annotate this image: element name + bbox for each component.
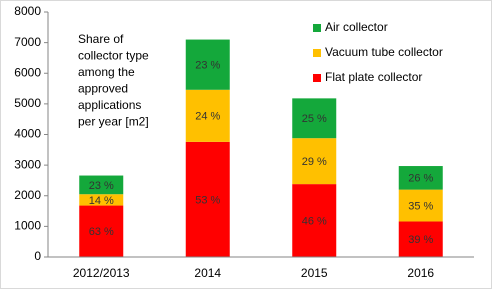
share-label: 35 %	[408, 200, 433, 212]
annotation: approved	[78, 82, 128, 96]
share-label: 39 %	[408, 234, 433, 246]
bar-segment	[292, 98, 337, 139]
bar-segment	[79, 194, 124, 206]
bar-segment	[185, 39, 230, 90]
x-tick-label: 2014	[194, 266, 221, 280]
share-label: 23 %	[89, 180, 114, 192]
bar-segment	[185, 141, 230, 257]
y-tick-label: 2000	[14, 188, 41, 202]
legend-label: Flat plate collector	[325, 70, 422, 84]
annotation: per year [m2]	[78, 115, 149, 129]
y-tick-label: 3000	[14, 157, 41, 171]
y-tick-label: 8000	[14, 4, 41, 18]
legend-swatch	[313, 49, 321, 57]
bar-segment	[398, 166, 443, 190]
annotation: Share of	[78, 32, 124, 46]
legend-swatch	[313, 24, 321, 32]
annotation: applications	[78, 98, 141, 112]
share-label: 26 %	[408, 173, 433, 185]
x-tick-label: 2015	[301, 266, 328, 280]
bar-segment	[292, 138, 337, 185]
x-tick-label: 2012/2013	[73, 266, 130, 280]
annotation: collector type	[78, 49, 149, 63]
bar-segment	[79, 205, 124, 257]
bar-segment	[292, 184, 337, 257]
share-label: 24 %	[195, 111, 220, 123]
bar-segment	[79, 175, 124, 195]
y-tick-label: 1000	[14, 219, 41, 233]
y-tick-label: 7000	[14, 35, 41, 49]
y-tick-label: 6000	[14, 65, 41, 79]
y-tick-label: 5000	[14, 96, 41, 110]
bar-segment	[185, 89, 230, 142]
share-label: 29 %	[302, 156, 327, 168]
bar-segment	[398, 189, 443, 222]
annotation: among the	[78, 65, 135, 79]
share-label: 53 %	[195, 194, 220, 206]
share-label: 46 %	[302, 215, 327, 227]
share-label: 25 %	[302, 113, 327, 125]
share-label: 63 %	[89, 226, 114, 238]
y-tick-label: 0	[34, 249, 41, 263]
y-tick-label: 4000	[14, 127, 41, 141]
share-label: 23 %	[195, 60, 220, 72]
legend-swatch	[313, 74, 321, 82]
x-tick-label: 2016	[407, 266, 434, 280]
share-label: 14 %	[89, 195, 114, 207]
bar-segment	[398, 221, 443, 257]
legend-label: Air collector	[325, 20, 388, 34]
legend-label: Vacuum tube collector	[325, 45, 443, 59]
